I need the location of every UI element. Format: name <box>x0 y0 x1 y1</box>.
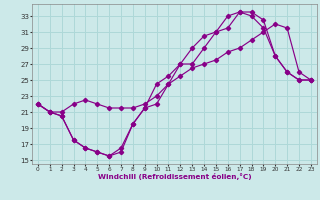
X-axis label: Windchill (Refroidissement éolien,°C): Windchill (Refroidissement éolien,°C) <box>98 173 251 180</box>
